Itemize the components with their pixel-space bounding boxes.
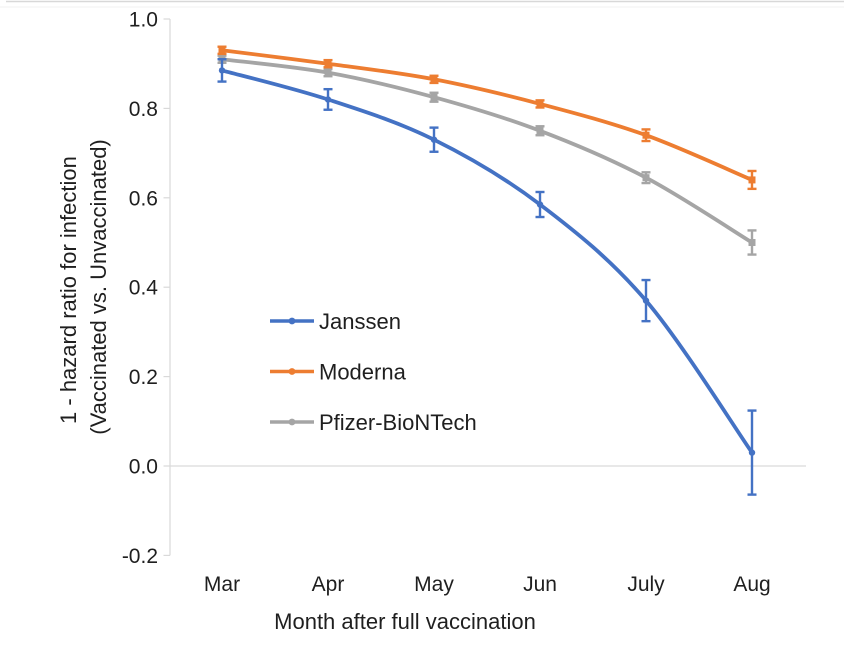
legend-item-label: Pfizer-BioNTech: [319, 410, 477, 435]
x-category-label: Aug: [733, 573, 770, 596]
data-point-marker: [748, 239, 756, 246]
x-category-label: May: [414, 573, 454, 596]
data-point-marker: [536, 100, 544, 108]
legend-marker: [288, 418, 296, 426]
y-tick-label: 0.4: [129, 277, 159, 300]
y-tick-label: 1.0: [129, 9, 158, 32]
legend: Janssen Moderna Pfizer-BioNTech: [270, 309, 477, 435]
legend-item-moderna: Moderna: [270, 360, 407, 385]
series-layer: [217, 45, 757, 496]
series-moderna: [217, 45, 757, 191]
data-point-marker: [430, 75, 438, 83]
data-point-marker: [642, 297, 650, 304]
legend-item-pfizer-biontech: Pfizer-BioNTech: [270, 410, 477, 435]
y-axis-title-line1: 1 - hazard ratio for infection: [56, 156, 81, 424]
data-point-marker: [324, 60, 332, 68]
data-point-marker: [218, 46, 226, 54]
data-point-marker: [324, 69, 332, 77]
legend-marker: [288, 368, 296, 375]
data-point-marker: [324, 96, 332, 103]
y-axis-title: 1 - hazard ratio for infection (Vaccinat…: [56, 139, 111, 435]
legend-marker: [288, 317, 296, 325]
series-line-janssen: [220, 68, 754, 455]
data-point-marker: [218, 67, 226, 74]
y-tick-label: -0.2: [122, 545, 158, 568]
data-point-marker: [642, 174, 650, 182]
data-point-marker: [536, 127, 544, 135]
legend-item-label: Moderna: [319, 360, 407, 385]
data-point-marker: [748, 449, 756, 456]
series-pfizer-biontech: [217, 54, 757, 256]
y-tick-label: 0.0: [129, 456, 158, 479]
data-point-marker: [536, 201, 544, 208]
x-category-label: July: [627, 573, 665, 596]
x-category-label: Mar: [204, 573, 240, 596]
legend-item-janssen: Janssen: [270, 309, 401, 334]
data-point-marker: [748, 176, 756, 184]
x-category-label: Apr: [312, 573, 345, 596]
data-point-marker: [430, 93, 438, 101]
series-line-pfizer-biontech: [220, 57, 754, 245]
y-tick-label: 0.2: [129, 366, 158, 389]
x-axis-title: Month after full vaccination: [274, 609, 536, 634]
data-point-marker: [642, 131, 650, 139]
axis-layer: [163, 18, 171, 557]
y-tick-label: 0.8: [129, 98, 158, 121]
data-point-marker: [430, 136, 438, 143]
axis-label-layer: 1.0 0.8 0.6 0.4 0.2 0.0 -0.2 Mar Apr May Jun July Au…: [122, 9, 771, 597]
x-category-label: Jun: [523, 573, 557, 596]
series-line-moderna: [220, 48, 754, 182]
legend-item-label: Janssen: [319, 309, 401, 334]
y-axis-title-line2: (Vaccinated vs. Unvaccinated): [86, 139, 111, 435]
series-janssen: [217, 58, 757, 496]
y-tick-label: 0.6: [129, 187, 158, 210]
